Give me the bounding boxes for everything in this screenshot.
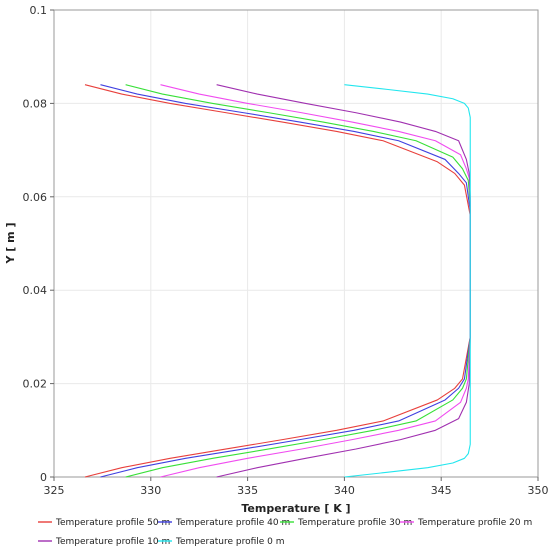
series-line-5 bbox=[344, 84, 471, 478]
plot-frame bbox=[53, 9, 539, 478]
legend-label: Temperature profile 40 m bbox=[175, 518, 290, 528]
y-axis-title: Y [ m ] bbox=[4, 223, 17, 265]
legend-label: Temperature profile 30 m bbox=[297, 518, 412, 528]
y-tick-label: 0.08 bbox=[23, 97, 48, 110]
y-tick-label: 0.06 bbox=[23, 191, 48, 204]
x-tick-label: 325 bbox=[44, 484, 65, 497]
series-line-2 bbox=[125, 84, 471, 478]
grid bbox=[53, 9, 539, 478]
x-tick-label: 335 bbox=[237, 484, 258, 497]
series-line-3 bbox=[160, 84, 471, 478]
legend-label: Temperature profile 10 m bbox=[55, 537, 170, 547]
legend-label: Temperature profile 20 m bbox=[417, 518, 532, 528]
y-tick-label: 0.1 bbox=[30, 4, 48, 17]
y-tick-label: 0.02 bbox=[23, 378, 48, 391]
series-line-4 bbox=[216, 84, 471, 478]
legend: Temperature profile 50 m Temperature prof… bbox=[38, 518, 532, 547]
y-axis: 0 0.02 0.04 0.06 0.08 0.1 bbox=[23, 4, 54, 484]
series-line-0 bbox=[84, 84, 471, 478]
legend-label: Temperature profile 50 m bbox=[55, 518, 170, 528]
x-tick-label: 330 bbox=[140, 484, 161, 497]
x-axis: 325 330 335 340 345 350 bbox=[44, 477, 549, 497]
x-tick-label: 350 bbox=[528, 484, 549, 497]
legend-label: Temperature profile 0 m bbox=[175, 537, 285, 547]
x-axis-title: Temperature [ K ] bbox=[241, 502, 350, 515]
x-tick-label: 340 bbox=[334, 484, 355, 497]
y-tick-label: 0.04 bbox=[23, 284, 48, 297]
series-layer bbox=[84, 84, 471, 478]
x-tick-label: 345 bbox=[431, 484, 452, 497]
series-line-1 bbox=[100, 84, 471, 478]
y-tick-label: 0 bbox=[40, 471, 47, 484]
